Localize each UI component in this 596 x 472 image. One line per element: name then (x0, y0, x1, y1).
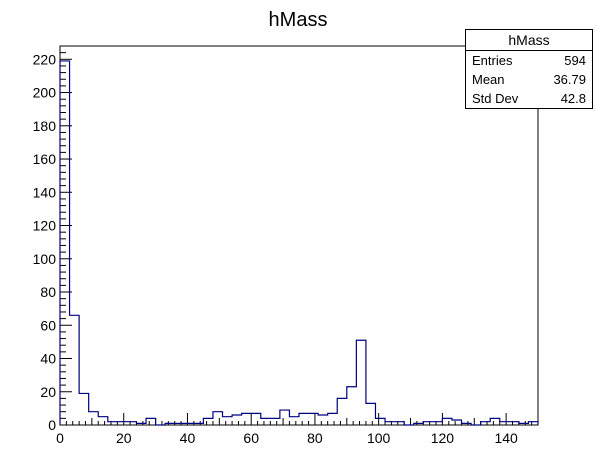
histogram-bin (223, 417, 233, 425)
histogram-bin (117, 422, 127, 425)
histogram-bin (165, 423, 175, 425)
stats-entries-value: 594 (564, 53, 586, 68)
histogram-bin (242, 413, 252, 425)
histogram-bin (385, 422, 395, 425)
histogram-series-line (59, 60, 539, 426)
x-tick-label: 140 (494, 430, 518, 446)
y-tick-label: 20 (40, 384, 56, 400)
y-tick-label: 80 (40, 284, 56, 300)
stats-box: hMass Entries 594 Mean 36.79 Std Dev 42.… (465, 29, 593, 109)
histogram-bin (232, 415, 242, 425)
y-tick-label: 160 (33, 151, 57, 167)
y-tick-label: 60 (40, 317, 56, 333)
y-tick-label: 100 (33, 251, 57, 267)
histogram-bin (175, 423, 185, 425)
histogram-bin (89, 412, 99, 425)
x-tick-label: 60 (243, 430, 259, 446)
histogram-bin (414, 423, 424, 425)
stats-row-entries: Entries 594 (466, 51, 592, 70)
x-axis: 0 20 40 60 80 100 120 140 (56, 413, 539, 446)
histogram-bin (509, 422, 519, 425)
x-tick-label: 20 (116, 430, 132, 446)
x-tick-label: 80 (307, 430, 323, 446)
x-tick-label: 40 (180, 430, 196, 446)
histogram-bin (280, 410, 290, 425)
chart-title: hMass (269, 9, 328, 31)
histogram-bins (60, 61, 538, 425)
histogram-bin (203, 418, 213, 425)
histogram-bin (127, 422, 137, 425)
histogram-bin (318, 415, 328, 425)
stats-row-stddev: Std Dev 42.8 (466, 89, 592, 108)
histogram-bin (395, 422, 405, 425)
histogram-bin (519, 423, 529, 425)
histogram-bin (462, 423, 472, 425)
stats-stddev-label: Std Dev (472, 91, 519, 106)
stats-row-mean: Mean 36.79 (466, 70, 592, 89)
stats-mean-label: Mean (472, 72, 505, 87)
histogram-bin (251, 413, 261, 425)
histogram-bin (194, 423, 204, 425)
y-tick-label: 200 (33, 85, 57, 101)
histogram-bin (337, 398, 347, 425)
histogram-bin (60, 61, 70, 425)
y-tick-label: 180 (33, 118, 57, 134)
histogram-bin (213, 412, 223, 425)
histogram-bin (328, 413, 338, 425)
stats-title: hMass (466, 30, 592, 51)
histogram-bin (442, 418, 452, 425)
histogram-bin (356, 340, 366, 425)
y-tick-label: 120 (33, 218, 57, 234)
histogram-bin (79, 393, 89, 425)
histogram-bin (98, 417, 108, 425)
histogram-bin (108, 422, 118, 425)
y-tick-label: 40 (40, 351, 56, 367)
histogram-bin (70, 315, 80, 425)
histogram-bin (270, 418, 280, 425)
histogram-bin (366, 403, 376, 425)
histogram-bin (146, 418, 156, 425)
histogram-bin (433, 422, 443, 425)
histogram-bin (136, 423, 146, 425)
histogram-bin (261, 418, 271, 425)
y-tick-label: 0 (48, 417, 56, 433)
stats-mean-value: 36.79 (553, 72, 586, 87)
histogram-bin (375, 418, 385, 425)
histogram-bin (184, 423, 194, 425)
stats-entries-label: Entries (472, 53, 513, 68)
histogram-bin (309, 413, 319, 425)
y-axis: 0 20 40 60 80 100 120 140 160 180 200 220 (33, 45, 72, 433)
y-tick-label: 220 (33, 51, 57, 67)
histogram-bin (452, 420, 462, 425)
stats-stddev-value: 42.8 (560, 91, 586, 106)
histogram-bin (299, 413, 309, 425)
histogram-bin (481, 422, 491, 425)
y-tick-label: 140 (33, 184, 57, 200)
histogram-bin (347, 387, 357, 425)
histogram-bin (500, 422, 510, 425)
x-tick-label: 120 (431, 430, 455, 446)
x-tick-label: 0 (56, 430, 64, 446)
histogram-bin (289, 417, 299, 425)
histogram-bin (528, 422, 538, 425)
x-tick-label: 100 (367, 430, 391, 446)
histogram-bin (423, 422, 433, 425)
histogram-bin (490, 418, 500, 425)
